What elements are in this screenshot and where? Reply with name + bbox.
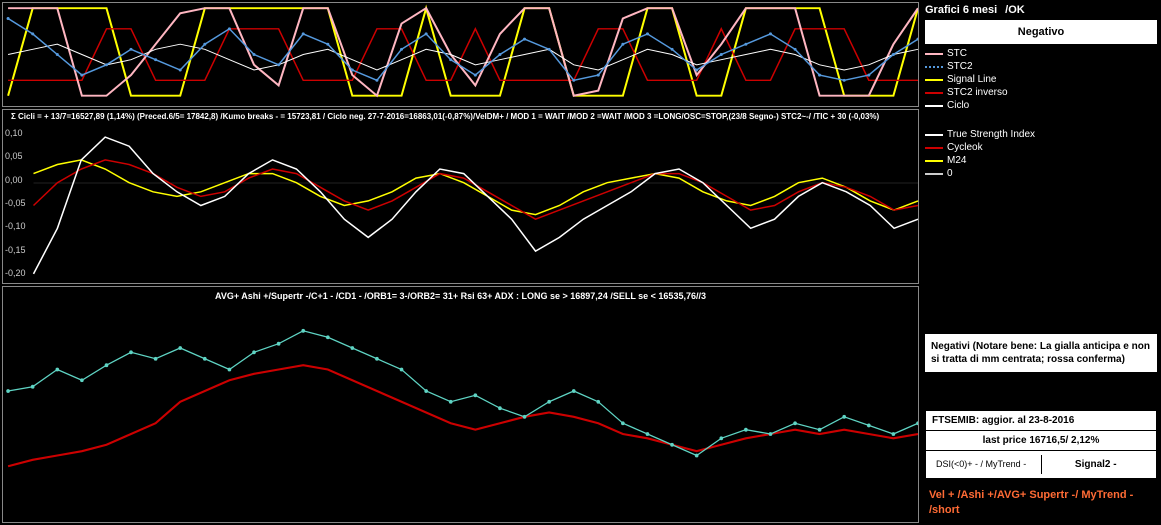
header-row: Grafici 6 mesi /OK: [925, 4, 1157, 16]
legend-item: STC2 inverso: [925, 87, 1157, 98]
price-chart-panel: AVG+ Ashi +/Supertr -/C+1 - /CD1 - /ORB1…: [2, 286, 919, 523]
legend-item: Signal Line: [925, 74, 1157, 85]
stc-chart-panel: [2, 2, 919, 107]
panel1-legend: STC STC2 Signal Line STC2 inverso Ciclo: [925, 48, 1157, 111]
legend-item: 0: [925, 168, 1157, 179]
legend-item: True Strength Index: [925, 129, 1157, 140]
header-title: Grafici 6 mesi: [925, 4, 997, 16]
cycle-chart-svg: [3, 128, 918, 283]
header-ok: /OK: [1005, 4, 1025, 16]
status-box: Negativo: [925, 20, 1157, 44]
legend-item: M24: [925, 155, 1157, 166]
cycle-chart-panel: Σ Cicli = + 13/7=16527,89 (1,14%) (Prece…: [2, 109, 919, 284]
panel3-title: AVG+ Ashi +/Supertr -/C+1 - /CD1 - /ORB1…: [3, 291, 918, 301]
legend-item: Cycleok: [925, 142, 1157, 153]
price-chart-svg: [3, 305, 918, 520]
legend-item: STC2: [925, 61, 1157, 72]
info-r3b: Signal2 -: [1042, 455, 1151, 474]
sidebar: Grafici 6 mesi /OK Negativo STC STC2 Signa…: [921, 0, 1161, 525]
info-r1: FTSEMIB: aggior. al 23-8-2016: [926, 411, 1156, 431]
legend-item: Ciclo: [925, 100, 1157, 111]
info-table: FTSEMIB: aggior. al 23-8-2016 last price…: [925, 410, 1157, 480]
info-r3a: DSI(<0)+ - / MyTrend -: [932, 455, 1042, 474]
info-r2: last price 16716,5/ 2,12%: [926, 431, 1156, 451]
legend-item: STC: [925, 48, 1157, 59]
panel2-title: Σ Cicli = + 13/7=16527,89 (1,14%) (Prece…: [11, 112, 910, 121]
trend-text: Vel + /Ashi +/AVG+ Supertr -/ MyTrend - …: [925, 484, 1157, 521]
panel2-note: Negativi (Notare bene: La gialla anticip…: [925, 334, 1157, 372]
stc-chart-svg: [3, 3, 918, 106]
panel2-legend: True Strength Index Cycleok M24 0: [925, 129, 1157, 179]
